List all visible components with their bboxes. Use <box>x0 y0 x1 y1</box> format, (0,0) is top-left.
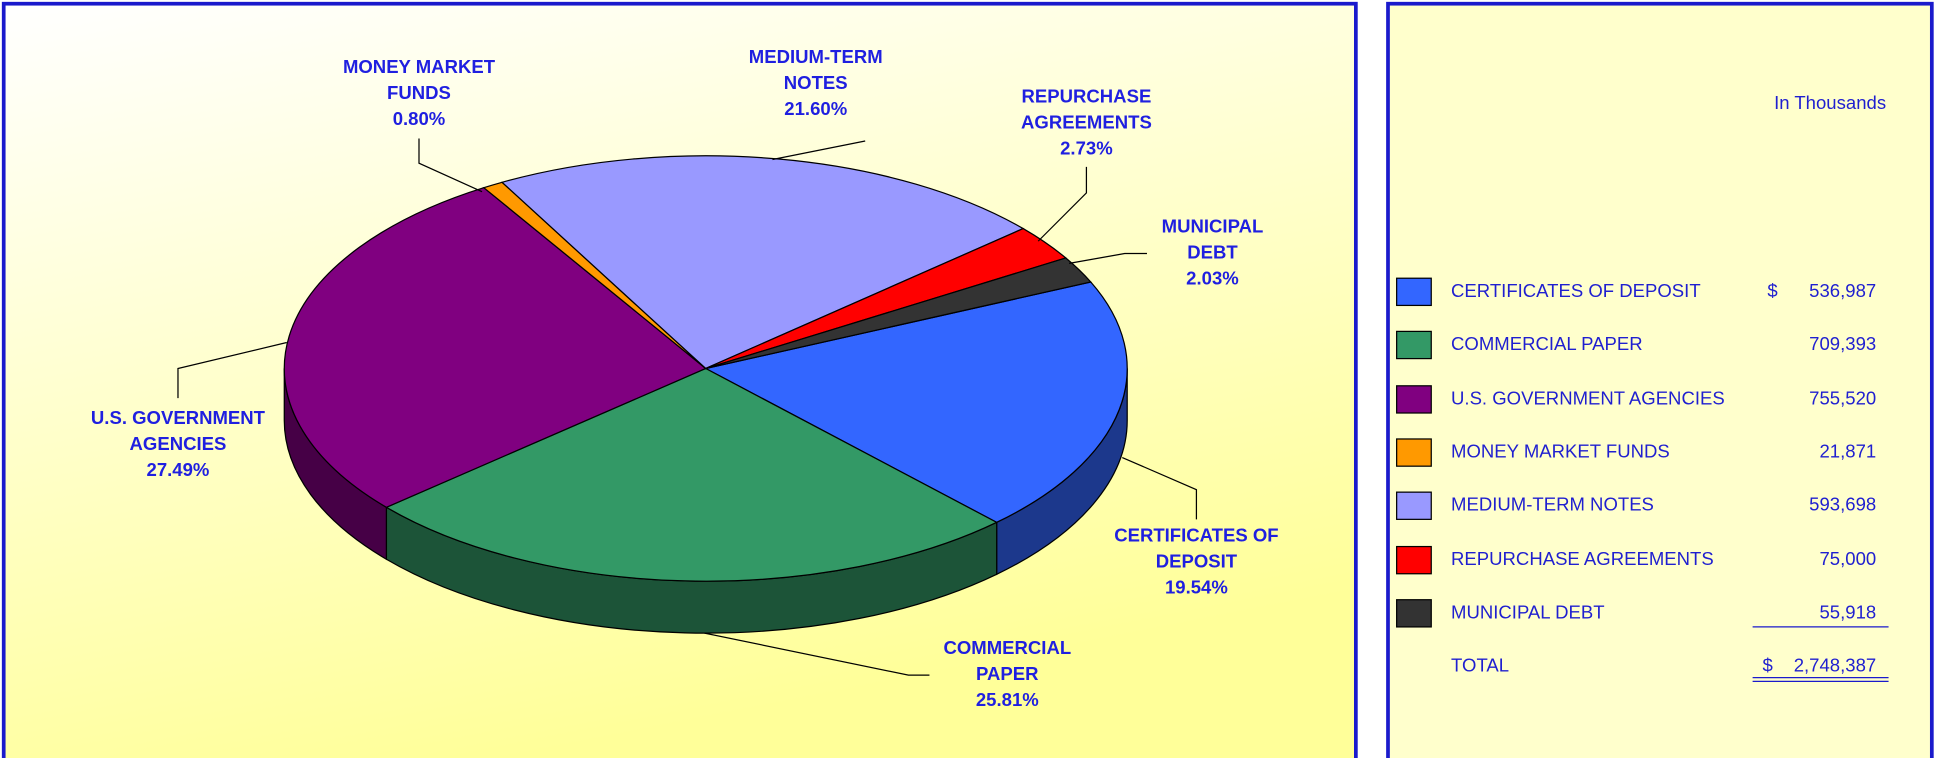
slice-percent: 2.73% <box>1060 138 1113 160</box>
leader-line <box>177 341 287 399</box>
slice-label: REPURCHASE AGREEMENTS <box>1021 86 1152 134</box>
row-name: U.S. GOVERNMENT AGENCIES <box>1451 388 1725 410</box>
slice <box>705 257 1092 370</box>
table-panel <box>1386 1 1934 758</box>
slice-percent: 25.81% <box>975 689 1039 712</box>
legend-swatch <box>1396 277 1432 307</box>
leader-line <box>704 632 930 676</box>
slice-label: CERTIFICATES OF DEPOSIT <box>1114 525 1279 573</box>
slice-label: U.S. GOVERNMENT AGENCIES <box>90 408 266 456</box>
legend-swatch <box>1396 599 1432 628</box>
slice-label: MEDIUM-TERM NOTES <box>748 46 883 94</box>
slice-percent: 2.03% <box>1186 268 1239 290</box>
slice-label: MUNICIPAL DEBT <box>1161 216 1264 264</box>
row-amount: 75,000 <box>1819 549 1877 571</box>
leader-line <box>1122 456 1198 520</box>
slice <box>385 367 999 582</box>
total-currency: $ <box>1762 655 1773 677</box>
slice-label: MONEY MARKET FUNDS <box>342 56 496 104</box>
row-amount: 21,871 <box>1819 441 1877 463</box>
legend-swatch <box>1396 438 1432 467</box>
slice-percent: 27.49% <box>146 459 210 482</box>
table-title: In Thousands <box>1774 92 1887 114</box>
slice-percent: 19.54% <box>1164 577 1228 599</box>
slice <box>500 155 1025 370</box>
row-amount: 55,918 <box>1819 602 1877 624</box>
row-name: REPURCHASE AGREEMENTS <box>1451 549 1714 571</box>
row-name: MONEY MARKET FUNDS <box>1451 441 1670 463</box>
total-label: TOTAL <box>1451 655 1510 677</box>
row-amount: 593,698 <box>1809 494 1877 516</box>
slice <box>703 281 1128 524</box>
slice <box>283 186 707 508</box>
leader-line <box>418 138 483 193</box>
legend-swatch <box>1396 385 1432 414</box>
slice-label: COMMERCIAL PAPER <box>943 638 1072 686</box>
row-amount: 709,393 <box>1809 333 1877 355</box>
row-name: COMMERCIAL PAPER <box>1451 333 1643 355</box>
leader-line <box>1037 166 1088 242</box>
row-name: MEDIUM-TERM NOTES <box>1451 494 1654 516</box>
row-name: MUNICIPAL DEBT <box>1451 602 1605 624</box>
leader-line <box>772 140 866 161</box>
slice-percent: 0.80% <box>392 108 446 130</box>
legend-swatch <box>1396 491 1432 520</box>
slice-percent: 21.60% <box>784 98 848 120</box>
row-name: CERTIFICATES OF DEPOSIT <box>1451 280 1701 302</box>
row-amount: 536,987 <box>1809 280 1877 302</box>
legend-swatch <box>1396 330 1432 360</box>
row-amount: 755,520 <box>1809 388 1877 410</box>
currency: $ <box>1767 280 1778 302</box>
leader-line <box>1069 252 1147 264</box>
total-amount: 2,748,387 <box>1793 655 1877 677</box>
legend-swatch <box>1396 545 1432 575</box>
